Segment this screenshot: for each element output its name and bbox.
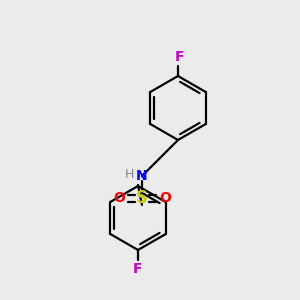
Text: N: N xyxy=(136,169,148,183)
Text: H: H xyxy=(124,167,134,181)
Text: F: F xyxy=(174,50,184,64)
Text: O: O xyxy=(113,191,125,205)
Text: S: S xyxy=(136,189,148,207)
Text: O: O xyxy=(159,191,171,205)
Text: F: F xyxy=(133,262,143,276)
